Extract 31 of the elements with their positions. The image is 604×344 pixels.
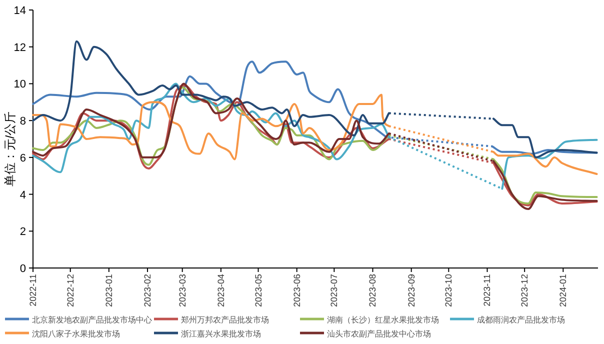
y-tick-label: 14 — [14, 5, 26, 17]
x-tick-label: 2023-04 — [216, 274, 226, 308]
legend-label: 沈阳八家子水果批发市场 — [32, 330, 120, 338]
x-tick-label: 2023-03 — [177, 274, 188, 308]
legend-label: 北京新发地农副产品批发市场中心 — [32, 316, 152, 324]
x-tick-label: 2022-11 — [28, 274, 38, 306]
y-tick-label: 12 — [14, 42, 26, 54]
x-tick-label: 2023-07 — [329, 274, 340, 308]
x-tick-label: 2023-11 — [482, 274, 492, 306]
legend-label: 汕头市农副产品批发中心市场 — [327, 330, 431, 338]
y-tick-label: 0 — [20, 263, 26, 275]
y-tick-label: 6 — [20, 152, 26, 164]
x-tick-label: 2023-08 — [368, 274, 378, 308]
x-tick-label: 2023-09 — [406, 274, 416, 308]
x-tick-label: 2023-05 — [253, 274, 264, 308]
legend-label: 郑州万邦农产品批发市场 — [181, 316, 269, 324]
y-tick-label: 2 — [20, 226, 26, 238]
x-tick-label: 2023-10 — [444, 274, 454, 308]
x-tick-label: 2023-06 — [292, 274, 302, 308]
x-tick-label: 2022-12 — [65, 274, 76, 308]
y-tick-label: 8 — [20, 116, 26, 128]
y-tick-label: 10 — [14, 78, 26, 91]
y-axis-title: 单位：元/公斤 — [3, 111, 17, 187]
legend-label: 湖南（长沙）红星水果批发市场 — [327, 316, 439, 324]
x-tick-label: 2023-02 — [142, 274, 152, 308]
legend-label: 浙江嘉兴水果批发市场 — [181, 330, 261, 338]
x-tick-label: 2024-01 — [558, 274, 568, 308]
x-tick-label: 2023-12 — [520, 274, 530, 308]
y-tick-label: 4 — [20, 189, 26, 202]
x-tick-label: 2023-01 — [104, 274, 114, 308]
legend-label: 成都雨润农产品批发市场 — [477, 316, 565, 324]
